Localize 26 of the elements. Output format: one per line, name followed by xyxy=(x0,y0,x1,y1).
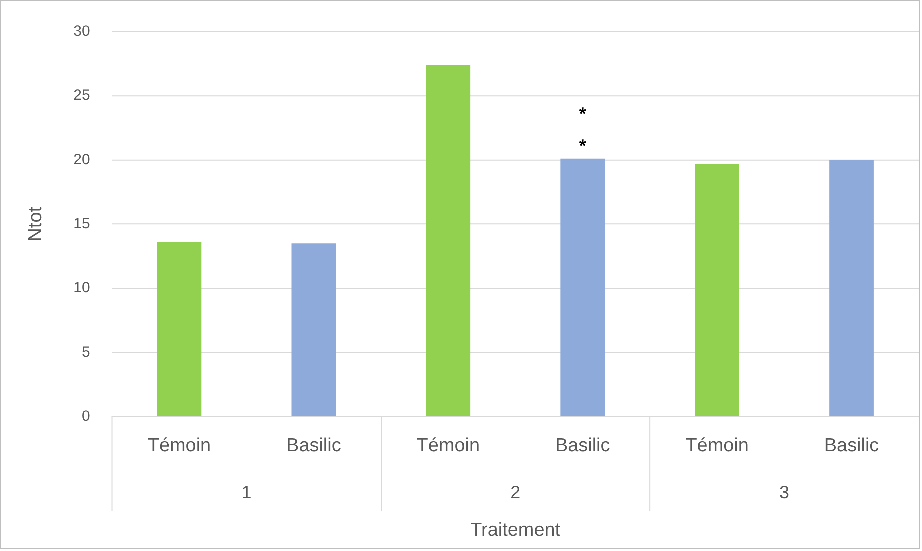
y-tick-label: 20 xyxy=(74,151,90,168)
y-tick-label: 25 xyxy=(74,87,90,104)
bar xyxy=(426,65,471,416)
text: 2 xyxy=(510,482,521,503)
bar xyxy=(157,242,202,416)
bar xyxy=(830,160,874,416)
bar xyxy=(560,158,606,416)
text: 1 xyxy=(242,482,252,503)
y-tick-label: 30 xyxy=(74,23,90,40)
y-tick-label: 10 xyxy=(74,280,90,297)
x-tick-label: Témoin xyxy=(416,435,480,456)
bar xyxy=(695,164,740,416)
annotation: * xyxy=(579,104,586,124)
y-tick-label: 0 xyxy=(82,408,90,425)
y-tick-label: 5 xyxy=(82,344,90,361)
text: 3 xyxy=(780,482,790,503)
x-tick-label: Témoin xyxy=(148,435,212,456)
bar xyxy=(292,244,336,416)
annotation: * xyxy=(579,136,586,156)
x-tick-label: Basilic xyxy=(555,435,610,456)
x-tick-label: Témoin xyxy=(686,435,749,456)
y-tick-label: 15 xyxy=(74,216,90,233)
x-tick-label: Basilic xyxy=(286,435,342,456)
y-axis-title: Ntot xyxy=(26,206,47,242)
x-axis-title: Traitement xyxy=(470,520,562,541)
x-tick-label: Basilic xyxy=(824,435,880,456)
